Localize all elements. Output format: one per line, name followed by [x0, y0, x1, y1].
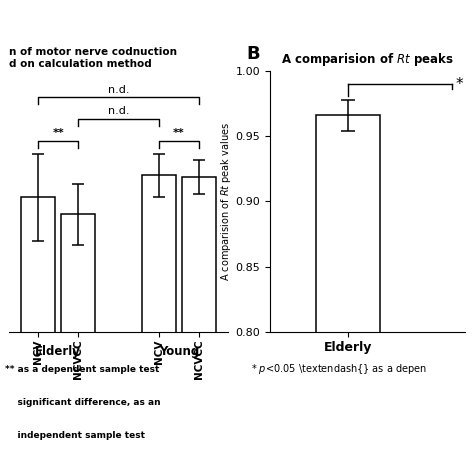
Bar [182, 177, 216, 474]
Text: B: B [246, 45, 260, 63]
Bar [142, 175, 176, 474]
Text: **: ** [173, 128, 185, 138]
Title: A comparision of $\mathit{Rt}$ peaks: A comparision of $\mathit{Rt}$ peaks [281, 51, 454, 68]
Bar [61, 215, 95, 474]
Text: ** as a dependent sample test: ** as a dependent sample test [5, 365, 159, 374]
Text: significant difference, as an: significant difference, as an [5, 398, 160, 407]
Bar [316, 115, 380, 474]
Text: n.d.: n.d. [108, 106, 129, 116]
Text: Young: Young [159, 345, 199, 358]
Text: independent sample test: independent sample test [5, 431, 145, 440]
Y-axis label: A comparision of $\mathit{Rt}$ peak values: A comparision of $\mathit{Rt}$ peak valu… [219, 122, 233, 281]
Text: **: ** [52, 128, 64, 138]
Text: Elderly: Elderly [35, 345, 81, 358]
Text: * $\mathit{p}$<0.05 \textendash{} as a depen: * $\mathit{p}$<0.05 \textendash{} as a d… [251, 362, 427, 376]
Text: n.d.: n.d. [108, 84, 129, 95]
Text: n of motor nerve codnuction
d on calculation method: n of motor nerve codnuction d on calcula… [9, 47, 177, 69]
Bar [21, 197, 55, 474]
Text: *: * [456, 77, 463, 91]
